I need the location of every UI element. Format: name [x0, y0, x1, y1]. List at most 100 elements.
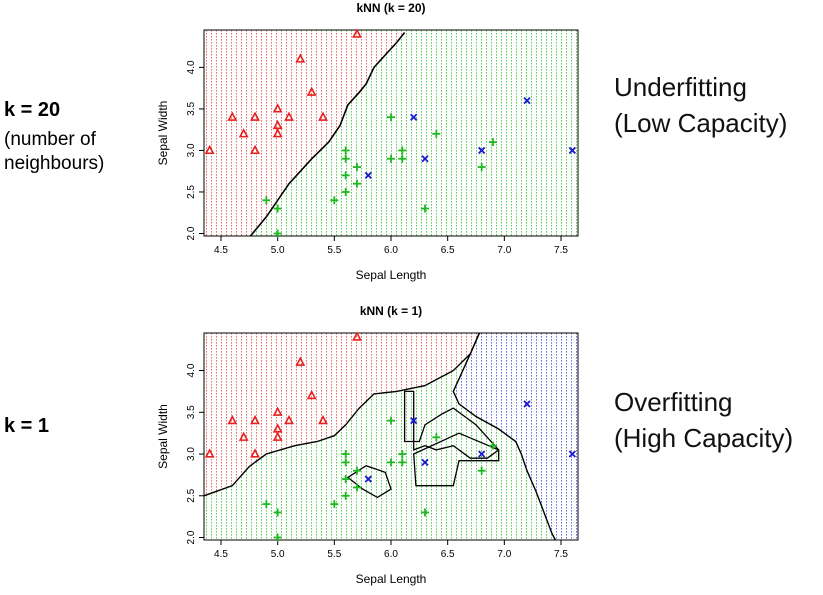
- point-class1: [306, 86, 317, 96]
- point-class1: [284, 111, 294, 121]
- x-tick-label: 7.0: [497, 245, 511, 256]
- point-class2: [341, 458, 350, 467]
- point-class2: [477, 163, 486, 172]
- point-class2: [387, 113, 395, 122]
- point-class2: [398, 146, 407, 155]
- point-class3: [478, 146, 486, 155]
- x-tick-label: 4.5: [214, 549, 228, 560]
- point-class1: [250, 111, 260, 121]
- y-tick-label: 2.0: [186, 226, 197, 240]
- plot-title: kNN (k = 1): [360, 304, 422, 318]
- x-tick-label: 5.5: [327, 245, 341, 256]
- point-class2: [489, 138, 497, 147]
- y-axis-label: Sepal Width: [156, 101, 170, 166]
- point-class1: [227, 111, 238, 121]
- point-class1: [250, 144, 260, 155]
- point-class2: [353, 179, 361, 188]
- point-class2: [477, 466, 486, 475]
- point-class1: [272, 406, 283, 416]
- x-axis-label: Sepal Length: [356, 268, 427, 282]
- y-tick-label: 4.0: [186, 60, 197, 74]
- y-tick-label: 2.5: [186, 185, 197, 199]
- point-class3: [568, 450, 576, 458]
- point-class1: [238, 431, 249, 441]
- point-class2: [341, 154, 350, 163]
- point-class1: [272, 103, 283, 113]
- y-tick-label: 3.0: [186, 447, 197, 461]
- x-tick-label: 7.5: [554, 549, 568, 560]
- point-class2: [330, 500, 339, 509]
- region-class1: [204, 333, 480, 496]
- knn-k1-plot: kNN (k = 1) 4.5 5.0 5.5 6.0 6.5 7.0 7.5 2.0 2.5 3.…: [156, 304, 579, 586]
- point-class2: [341, 475, 350, 484]
- point-class2: [398, 458, 407, 467]
- point-class3: [364, 475, 372, 483]
- y-tick-label: 2.0: [186, 530, 197, 544]
- point-class3: [410, 417, 418, 425]
- underfitting-subtitle: (Low Capacity): [614, 108, 788, 138]
- point-class2: [330, 196, 339, 205]
- x-tick-label: 6.5: [441, 245, 455, 256]
- point-class2: [353, 466, 361, 475]
- point-class1: [227, 414, 238, 425]
- point-class2: [341, 491, 350, 500]
- overfitting-subtitle: (High Capacity): [614, 423, 794, 453]
- point-class2: [273, 204, 282, 213]
- point-class2: [387, 416, 395, 425]
- plot-area: [204, 30, 578, 236]
- point-class1: [204, 144, 215, 155]
- point-class1: [318, 414, 328, 425]
- point-class3: [478, 450, 486, 458]
- decision-boundary-island: [346, 464, 392, 499]
- point-class2: [273, 229, 282, 238]
- point-class3: [523, 400, 531, 408]
- point-class2: [387, 458, 395, 467]
- k20-sub-line2: neighbours): [4, 153, 105, 174]
- point-class2: [341, 450, 350, 459]
- point-class2: [398, 154, 407, 163]
- overfitting-title: Overfitting: [614, 387, 733, 417]
- decision-boundary-right: [452, 333, 556, 540]
- point-class2: [262, 196, 271, 205]
- k20-label: k = 20: [4, 99, 61, 121]
- knn-k20-plot: kNN (k = 20) 4.5 5.0 5.5 6.0 6.5 7.0 7.5 2.0 2.5 3…: [156, 1, 579, 282]
- x-tick-label: 4.5: [214, 245, 228, 256]
- y-tick-label: 3.0: [186, 143, 197, 157]
- x-tick-label: 5.5: [327, 549, 341, 560]
- point-class2: [387, 154, 395, 163]
- point-class2: [341, 171, 350, 180]
- k20-sub-line1: (number of: [4, 129, 96, 150]
- y-tick-label: 3.5: [186, 405, 197, 419]
- point-class1: [306, 389, 317, 400]
- point-class2: [353, 163, 361, 172]
- region-class1: [204, 30, 405, 236]
- point-class3: [421, 458, 429, 467]
- y-tick-label: 3.5: [186, 102, 197, 116]
- point-class2: [398, 450, 407, 459]
- decision-boundary-main: [204, 333, 481, 497]
- x-tick-label: 6.0: [384, 549, 398, 560]
- point-class1: [250, 414, 260, 425]
- point-class1: [272, 431, 283, 441]
- point-class2: [262, 500, 271, 509]
- y-tick-label: 4.0: [186, 363, 197, 377]
- point-class3: [410, 113, 418, 121]
- k1-label: k = 1: [4, 415, 50, 437]
- plot-area: [204, 333, 578, 540]
- point-class2: [341, 146, 350, 155]
- decision-boundary: [249, 32, 406, 236]
- point-class1: [238, 128, 249, 138]
- region-class3: [453, 333, 578, 540]
- x-tick-label: 6.5: [441, 549, 455, 560]
- point-class3: [364, 171, 372, 179]
- point-class2: [353, 483, 361, 492]
- y-tick-label: 2.5: [186, 488, 197, 502]
- point-class2: [273, 533, 282, 542]
- point-class2: [341, 187, 350, 196]
- x-tick-label: 7.0: [497, 549, 511, 560]
- point-class3: [421, 155, 429, 163]
- point-class2: [432, 129, 441, 138]
- point-class1: [272, 128, 283, 138]
- x-tick-label: 6.0: [384, 245, 398, 256]
- point-class1: [295, 356, 306, 366]
